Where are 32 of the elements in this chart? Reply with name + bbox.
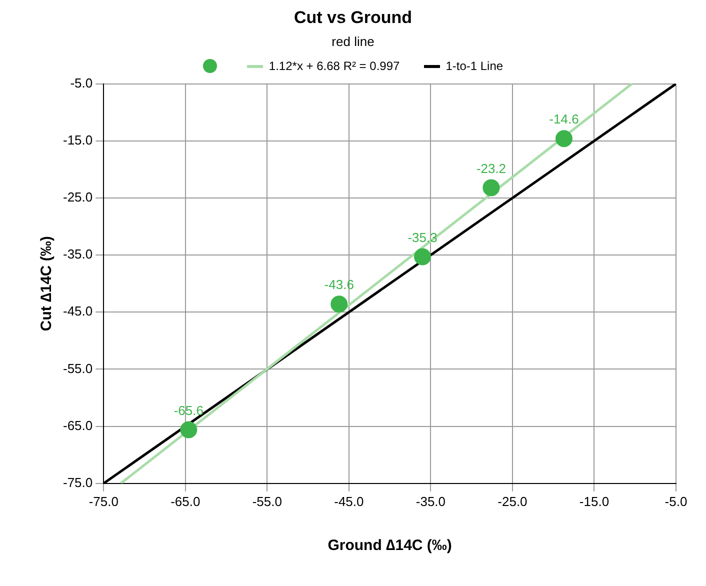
y-tick-label: -15.0 (62, 132, 93, 148)
x-tick-label: -25.0 (498, 494, 528, 509)
point (414, 248, 432, 266)
legend-label: 1.12*x + 6.68 R² = 0.997 (268, 59, 400, 73)
y-tick-label: -75.0 (62, 474, 93, 490)
x-tick-label: -75.0 (88, 494, 118, 509)
data-label: -14.6 (549, 112, 579, 127)
legend-label: 1-to-1 Line (446, 59, 504, 73)
data-label: -35.3 (408, 230, 438, 245)
chart-subtitle: red line (330, 34, 376, 49)
point (330, 296, 348, 313)
point (555, 130, 572, 148)
point (482, 179, 500, 196)
data-label: -23.2 (476, 160, 506, 176)
x-axis-title: Ground ∆14C (‰) (328, 537, 452, 554)
data-label: -43.6 (324, 277, 354, 292)
x-tick-label: -65.0 (170, 494, 200, 509)
x-tick-label: -45.0 (334, 494, 364, 509)
x-tick-label: -35.0 (416, 494, 446, 509)
y-axis-title: Cut ∆14C (‰) (38, 236, 56, 332)
y-tick-label: -25.0 (62, 190, 93, 205)
point (180, 421, 198, 438)
y-tick-label: -5.0 (70, 75, 93, 90)
y-tick-label: -65.0 (62, 418, 93, 433)
x-tick-label: -15.0 (579, 494, 610, 509)
x-tick-label: -55.0 (252, 494, 282, 509)
y-tick-label: -55.0 (62, 360, 93, 376)
y-tick-label: -35.0 (62, 246, 93, 262)
x-tick-label: -5.0 (664, 494, 688, 509)
chart-title: Cut vs Ground (292, 8, 414, 28)
data-label: -65.6 (174, 402, 204, 418)
y-tick-label: -45.0 (62, 304, 93, 319)
